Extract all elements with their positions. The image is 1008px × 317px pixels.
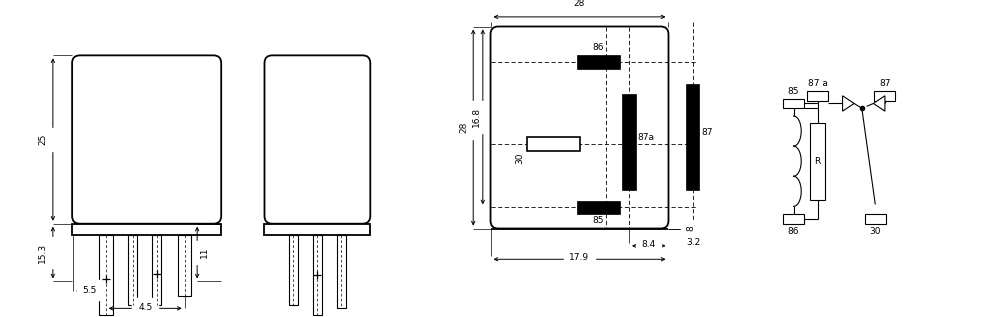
Bar: [337, 235, 346, 308]
Bar: [313, 235, 322, 315]
Bar: [809, 123, 826, 200]
FancyBboxPatch shape: [264, 55, 370, 224]
Text: 25: 25: [38, 134, 47, 145]
Text: 85: 85: [593, 216, 604, 225]
Text: 8: 8: [686, 226, 696, 231]
Bar: [685, 84, 700, 190]
Text: 28: 28: [460, 122, 469, 133]
Text: 17.9: 17.9: [570, 253, 590, 262]
Text: 30: 30: [516, 152, 525, 164]
Text: 87 a: 87 a: [807, 79, 828, 88]
Text: 11: 11: [200, 247, 209, 258]
Bar: [783, 214, 804, 224]
Text: 16.8: 16.8: [472, 107, 481, 127]
Bar: [577, 201, 620, 214]
Bar: [152, 235, 161, 306]
Text: 8.4: 8.4: [642, 240, 656, 249]
Text: 3.2: 3.2: [685, 238, 700, 248]
Text: 28: 28: [574, 0, 586, 8]
Text: 30: 30: [870, 227, 881, 236]
Bar: [264, 224, 370, 235]
Bar: [622, 94, 636, 190]
FancyBboxPatch shape: [73, 55, 221, 224]
FancyBboxPatch shape: [491, 27, 668, 229]
Text: R: R: [814, 157, 821, 166]
Bar: [865, 214, 886, 224]
Text: 87: 87: [879, 79, 891, 88]
Text: 85: 85: [788, 87, 799, 96]
Text: 4.5: 4.5: [138, 303, 152, 312]
Text: 5.5: 5.5: [83, 286, 97, 295]
Bar: [289, 235, 297, 306]
Bar: [874, 91, 895, 100]
Polygon shape: [873, 96, 885, 111]
Bar: [128, 235, 137, 306]
Polygon shape: [843, 96, 854, 111]
Text: 86: 86: [593, 43, 604, 53]
Bar: [526, 137, 580, 151]
Text: 15.3: 15.3: [38, 243, 47, 262]
Text: 87: 87: [702, 128, 713, 137]
Bar: [807, 91, 829, 100]
Bar: [577, 55, 620, 69]
Text: 86: 86: [788, 227, 799, 236]
Bar: [99, 235, 113, 315]
Text: 87a: 87a: [638, 133, 655, 142]
Bar: [73, 224, 221, 235]
Bar: [178, 235, 191, 296]
Bar: [783, 99, 804, 108]
